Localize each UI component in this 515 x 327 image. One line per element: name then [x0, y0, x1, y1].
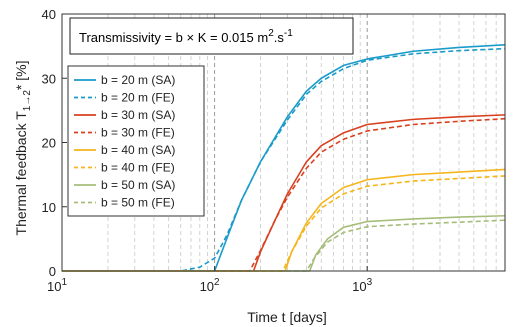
- series-line-7: [62, 214, 506, 272]
- x-tick-label: 102: [200, 277, 220, 294]
- x-tick-label: 103: [352, 277, 372, 294]
- y-tick-label: 10: [42, 200, 56, 215]
- legend-label: b = 20 m (FE): [101, 91, 175, 105]
- legend-label: b = 40 m (FE): [101, 161, 175, 175]
- legend-label: b = 50 m (FE): [101, 196, 175, 210]
- series-line-5: [62, 168, 506, 272]
- series-line-1: [62, 44, 506, 272]
- y-tick-label: 30: [42, 71, 56, 86]
- series-line-8: [62, 219, 506, 272]
- annotation-text: Transmissivity = b × K = 0.015 m2.s-1: [79, 28, 293, 45]
- legend-label: b = 50 m (SA): [101, 178, 175, 192]
- y-tick-label: 0: [49, 264, 56, 279]
- y-tick-label: 20: [42, 136, 56, 151]
- series-line-6: [62, 175, 506, 272]
- x-axis-title: Time t [days]: [247, 309, 327, 325]
- legend-label: b = 20 m (SA): [101, 73, 175, 87]
- legend-label: b = 30 m (FE): [101, 126, 175, 140]
- y-axis-title: Thermal feedback T1→2* [%]: [13, 61, 33, 236]
- annotation-box: Transmissivity = b × K = 0.015 m2.s-1: [69, 17, 354, 55]
- legend-box: [67, 65, 205, 217]
- y-tick-label: 40: [42, 7, 56, 22]
- legend-label: b = 40 m (SA): [101, 143, 175, 157]
- axis-ticks: 101 102 103 0 10 20 30 40: [42, 7, 373, 294]
- series-line-2: [62, 47, 506, 272]
- legend: b = 20 m (SA) b = 20 m (FE) b = 30 m (SA) b…: [67, 65, 205, 217]
- series-line-3: [62, 114, 506, 272]
- series-lines: [62, 44, 506, 272]
- series-line-4: [62, 117, 506, 272]
- legend-label: b = 30 m (SA): [101, 108, 175, 122]
- x-tick-label: 101: [47, 277, 67, 294]
